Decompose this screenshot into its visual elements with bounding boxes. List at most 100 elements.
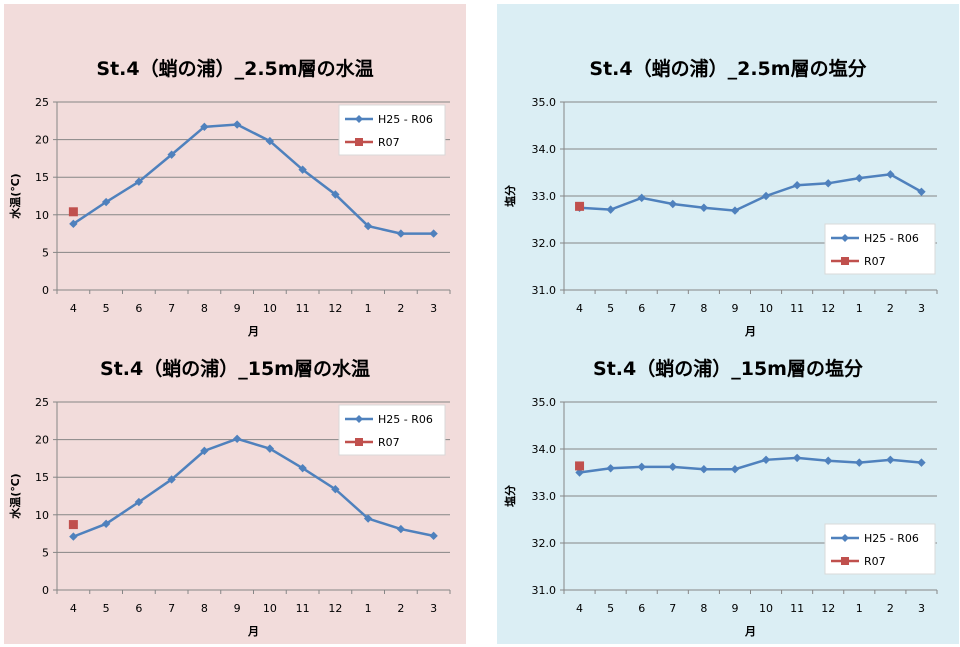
x-tick-label: 2 <box>397 302 404 315</box>
x-tick-label: 10 <box>759 602 773 615</box>
chart-title: St.4（蛸の浦）_15m層の水温 <box>100 357 370 380</box>
x-tick-label: 9 <box>234 302 241 315</box>
chart-title: St.4（蛸の浦）_2.5m層の塩分 <box>589 57 866 80</box>
data-point-h25-r06 <box>730 465 740 474</box>
data-point-h25-r06 <box>363 514 373 523</box>
y-tick-label: 25 <box>35 96 49 109</box>
x-tick-label: 3 <box>918 602 925 615</box>
y-axis-label: 塩分 <box>503 485 517 507</box>
data-point-h25-r06 <box>134 177 144 186</box>
y-tick-label: 32.0 <box>532 537 557 550</box>
x-tick-label: 1 <box>856 602 863 615</box>
x-tick-label: 4 <box>70 302 77 315</box>
x-tick-label: 7 <box>168 602 175 615</box>
data-point-h25-r06 <box>855 173 864 183</box>
data-point-h25-r06 <box>298 165 307 174</box>
x-tick-label: 9 <box>731 602 738 615</box>
x-tick-label: 4 <box>70 602 77 615</box>
data-point-h25-r06 <box>824 179 833 188</box>
legend-marker-h25-r06 <box>355 115 363 123</box>
data-point-h25-r06 <box>886 455 895 465</box>
data-point-h25-r06 <box>363 221 373 231</box>
data-point-h25-r06 <box>668 462 677 472</box>
x-tick-label: 11 <box>296 302 310 315</box>
data-point-h25-r06 <box>761 455 771 465</box>
chart-title: St.4（蛸の浦）_2.5m層の水温 <box>96 57 373 80</box>
legend-label-r07: R07 <box>864 255 886 268</box>
x-tick-label: 10 <box>759 302 773 315</box>
data-point-h25-r06 <box>331 190 340 199</box>
data-point-h25-r06 <box>69 219 78 229</box>
y-tick-label: 0 <box>42 284 49 297</box>
x-tick-label: 11 <box>790 302 804 315</box>
data-point-h25-r06 <box>331 485 340 494</box>
series-line-h25-r06 <box>72 123 434 235</box>
x-tick-label: 2 <box>887 602 894 615</box>
x-tick-label: 12 <box>328 302 342 315</box>
data-point-r07 <box>575 461 585 471</box>
y-tick-label: 0 <box>42 584 49 597</box>
y-tick-label: 5 <box>42 246 49 259</box>
data-point-h25-r06 <box>101 197 111 207</box>
data-point-h25-r06 <box>886 170 895 179</box>
legend-label-h25-r06: H25 - R06 <box>378 413 433 426</box>
data-point-h25-r06 <box>699 465 709 474</box>
legend-marker-r07 <box>841 257 849 265</box>
data-point-h25-r06 <box>730 206 740 215</box>
x-tick-label: 6 <box>135 302 142 315</box>
data-point-h25-r06 <box>606 205 615 214</box>
y-tick-label: 32.0 <box>532 237 557 250</box>
y-tick-label: 10 <box>35 209 49 222</box>
y-tick-label: 15 <box>35 171 49 184</box>
x-tick-label: 5 <box>607 602 614 615</box>
series-line-h25-r06 <box>579 173 923 212</box>
data-point-h25-r06 <box>792 453 802 463</box>
data-point-h25-r06 <box>824 456 833 465</box>
data-point-h25-r06 <box>396 229 406 238</box>
legend-label-h25-r06: H25 - R06 <box>864 532 919 545</box>
x-tick-label: 4 <box>576 302 583 315</box>
x-tick-label: 12 <box>821 602 835 615</box>
x-tick-label: 8 <box>201 302 208 315</box>
y-tick-label: 20 <box>35 134 49 147</box>
legend-box <box>338 104 446 156</box>
data-point-h25-r06 <box>761 191 771 201</box>
data-point-h25-r06 <box>232 120 242 129</box>
x-tick-label: 8 <box>700 602 707 615</box>
y-tick-label: 33.0 <box>532 190 557 203</box>
y-tick-label: 31.0 <box>532 584 557 597</box>
y-tick-label: 35.0 <box>532 396 557 409</box>
data-point-h25-r06 <box>792 180 802 190</box>
x-tick-label: 11 <box>790 602 804 615</box>
y-tick-label: 5 <box>42 546 49 559</box>
x-tick-label: 5 <box>103 602 110 615</box>
data-point-h25-r06 <box>917 458 926 467</box>
x-tick-label: 9 <box>731 302 738 315</box>
x-tick-label: 8 <box>201 602 208 615</box>
chart-2-5m-salinity: St.4（蛸の浦）_2.5m層の塩分 31.0 32.0 33.0 34.0 35.0 4 5… <box>503 57 938 338</box>
x-axis-label: 月 <box>247 325 259 338</box>
series-line-h25-r06 <box>72 437 434 538</box>
x-tick-label: 6 <box>638 302 645 315</box>
legend-marker-h25-r06 <box>841 234 849 242</box>
x-tick-label: 12 <box>821 302 835 315</box>
data-point-h25-r06 <box>298 463 307 473</box>
x-tick-label: 10 <box>263 302 277 315</box>
legend-box <box>338 404 446 456</box>
legend-marker-h25-r06 <box>355 415 363 423</box>
x-tick-label: 10 <box>263 602 277 615</box>
data-point-h25-r06 <box>69 532 78 541</box>
legend-box <box>824 523 936 575</box>
x-tick-label: 8 <box>700 302 707 315</box>
data-point-h25-r06 <box>265 136 275 146</box>
x-tick-label: 9 <box>234 602 241 615</box>
data-point-h25-r06 <box>134 497 144 507</box>
y-axis-label: 塩分 <box>503 185 517 207</box>
legend-marker-r07 <box>841 557 849 565</box>
data-point-h25-r06 <box>606 464 615 473</box>
x-tick-label: 7 <box>669 302 676 315</box>
x-tick-label: 7 <box>168 302 175 315</box>
x-tick-label: 7 <box>669 602 676 615</box>
